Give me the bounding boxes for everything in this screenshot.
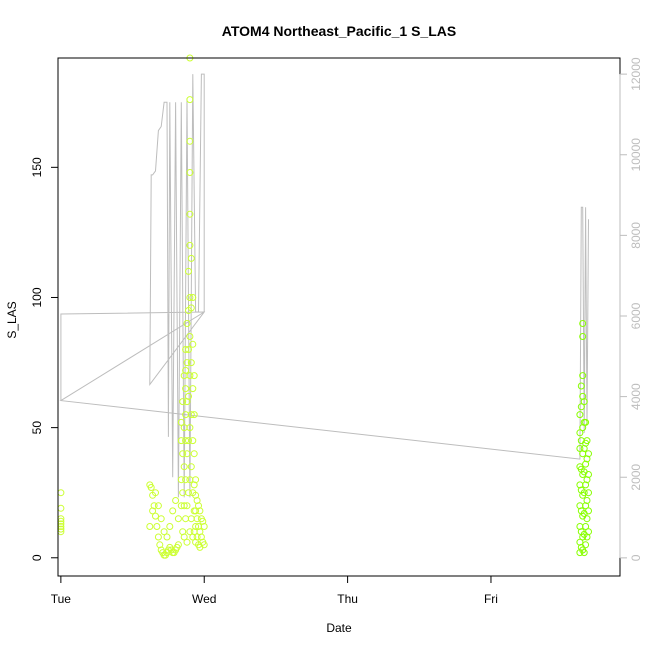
x-tick-label: Tue [51, 592, 72, 606]
data-point [187, 97, 193, 103]
chart-title: ATOM4 Northeast_Pacific_1 S_LAS [222, 23, 456, 39]
x-tick-label: Fri [484, 592, 498, 606]
plot-layer [58, 55, 592, 558]
data-point [183, 516, 189, 522]
y2-tick-label: 10000 [629, 138, 643, 172]
plot-frame [58, 58, 620, 576]
data-point [167, 524, 173, 530]
y-axis-label: S_LAS [5, 301, 19, 338]
data-point [173, 498, 179, 504]
data-point [154, 524, 160, 530]
data-point [158, 516, 164, 522]
data-point [191, 373, 197, 379]
data-point [155, 503, 161, 509]
data-point [187, 334, 193, 340]
y2-tick-label: 2000 [629, 464, 643, 491]
axes-layer: Tue Wed Thu Fri 0 50 100 150 0 2000 4000 6000 8000 10… [30, 57, 643, 606]
secondary-series-line [61, 74, 589, 497]
data-point [58, 505, 64, 511]
data-point [175, 516, 181, 522]
y2-tick-label: 4000 [629, 383, 643, 410]
y-tick-label: 0 [30, 554, 44, 561]
data-point [155, 534, 161, 540]
y2-tick-label: 6000 [629, 302, 643, 329]
data-point [170, 508, 176, 514]
y-tick-label: 100 [30, 287, 44, 307]
y-tick-label: 50 [30, 421, 44, 435]
x-tick-label: Wed [192, 592, 216, 606]
x-axis-label: Date [326, 621, 352, 635]
y2-tick-label: 0 [629, 554, 643, 561]
data-point [184, 539, 190, 545]
data-point [180, 490, 186, 496]
data-point [188, 516, 194, 522]
y2-tick-label: 12000 [629, 57, 643, 91]
data-point [586, 490, 592, 496]
y-tick-label: 150 [30, 157, 44, 177]
y2-tick-label: 8000 [629, 222, 643, 249]
data-point [191, 451, 197, 457]
data-point [164, 534, 170, 540]
data-point [58, 490, 64, 496]
x-tick-label: Thu [337, 592, 358, 606]
data-point [147, 524, 153, 530]
